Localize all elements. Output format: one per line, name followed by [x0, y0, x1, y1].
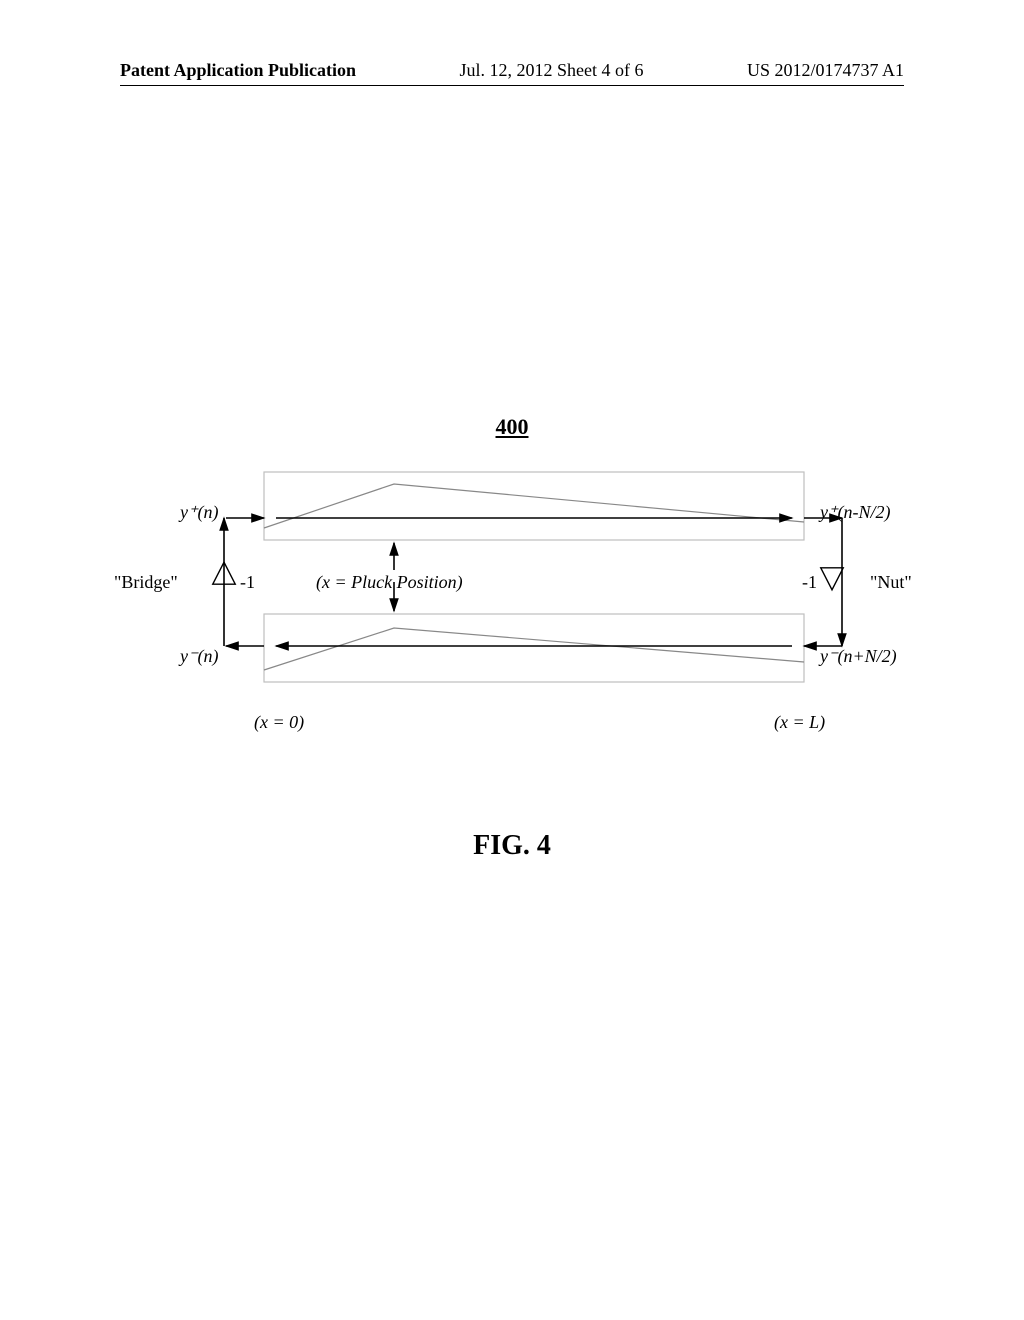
label-pluck: (x = Pluck Position)	[316, 572, 463, 593]
label-y-plus-n: y⁺(n)	[180, 502, 218, 523]
diagram: y⁺(n) y⁻(n) y⁺(n-N/2) y⁻(n+N/2) (x = 0) (x = …	[114, 468, 914, 758]
label-nut: "Nut"	[870, 572, 912, 593]
header-row: Patent Application Publication Jul. 12, …	[120, 60, 904, 86]
label-y-minus-n: y⁻(n)	[180, 646, 218, 667]
label-minus1-right: -1	[802, 572, 817, 593]
label-y-plus-n-N2: y⁺(n-N/2)	[820, 502, 890, 523]
header-center: Jul. 12, 2012 Sheet 4 of 6	[460, 60, 644, 81]
header-left: Patent Application Publication	[120, 60, 356, 81]
figure-caption: FIG. 4	[0, 830, 1024, 862]
figure-number: 400	[0, 414, 1024, 440]
page-header: Patent Application Publication Jul. 12, …	[0, 60, 1024, 86]
page: Patent Application Publication Jul. 12, …	[0, 0, 1024, 1320]
label-bridge: "Bridge"	[114, 572, 178, 593]
header-right: US 2012/0174737 A1	[747, 60, 904, 81]
label-minus1-left: -1	[240, 572, 255, 593]
label-y-minus-n-N2: y⁻(n+N/2)	[820, 646, 897, 667]
label-xL: (x = L)	[774, 712, 825, 733]
label-x0: (x = 0)	[254, 712, 304, 733]
